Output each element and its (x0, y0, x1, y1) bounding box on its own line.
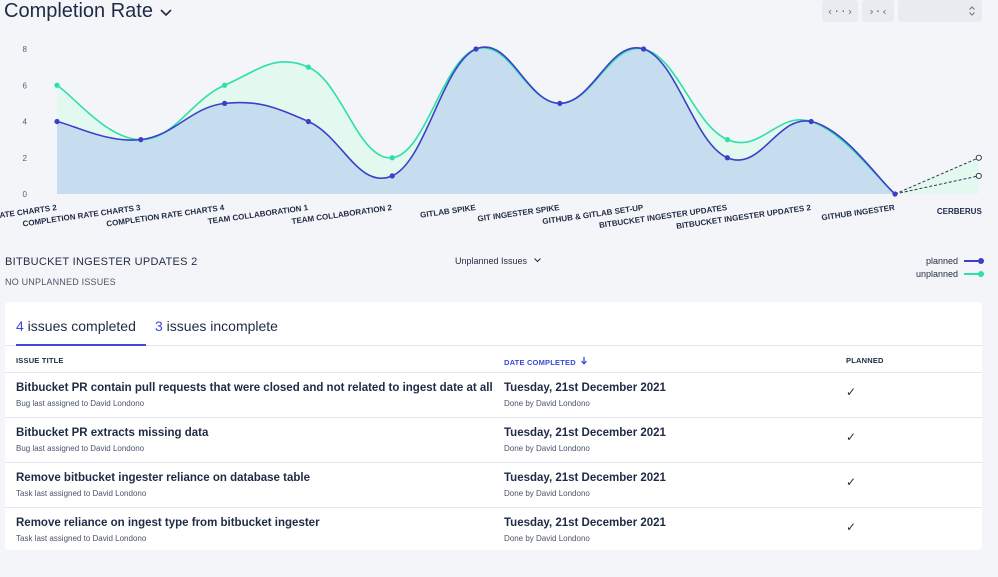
done-by: Done by David Londono (504, 489, 590, 498)
zoom-out-button[interactable]: ›·‹ (862, 0, 894, 22)
data-point-planned (54, 118, 60, 125)
issue-subtitle: Task last assigned to David Londono (16, 489, 147, 498)
done-by: Done by David Londono (504, 444, 590, 453)
unplanned-issues-label: Unplanned Issues (455, 256, 528, 266)
data-point-unplanned (975, 154, 982, 161)
selected-sprint-name: BITBUCKET INGESTER UPDATES 2 (5, 256, 198, 268)
data-point-planned (892, 191, 898, 197)
chevron-down-icon (533, 258, 541, 263)
series-line-planned (56, 46, 896, 195)
issue-subtitle: Bug last assigned to David Londono (16, 444, 145, 453)
data-point-planned (557, 100, 563, 106)
chevron-down-icon[interactable] (158, 6, 174, 20)
col-header-issue-title: ISSUE TITLE (16, 356, 64, 365)
data-point-planned (975, 172, 982, 179)
data-point-planned (222, 100, 228, 106)
zoom-in-button[interactable]: ‹··› (822, 0, 858, 22)
completed-label: issues completed (23, 318, 136, 334)
arrow-down-icon (581, 357, 588, 365)
header: Completion Rate ‹··› ›·‹ (0, 0, 998, 30)
data-point-planned (724, 155, 731, 161)
data-point-planned (473, 46, 479, 52)
col-header-date-label: DATE COMPLETED (504, 358, 576, 367)
y-tick-label: 4 (23, 118, 28, 127)
data-point-planned (138, 137, 144, 143)
projection-line-planned (894, 175, 979, 195)
check-icon: ✓ (846, 430, 857, 444)
issue-subtitle: Task last assigned to David Londono (16, 534, 147, 543)
issue-title[interactable]: Bitbucket PR contain pull requests that … (16, 382, 493, 394)
date-completed: Tuesday, 21st December 2021 (504, 427, 666, 439)
planned-area (57, 46, 895, 195)
date-completed: Tuesday, 21st December 2021 (504, 472, 666, 484)
data-point-planned (641, 46, 647, 52)
completed-count: 4 (16, 318, 24, 334)
check-icon: ✓ (846, 520, 857, 534)
y-tick-label: 6 (23, 81, 28, 90)
legend-unplanned: unplanned (915, 269, 984, 279)
issue-title[interactable]: Bitbucket PR extracts missing data (16, 427, 209, 439)
col-header-date-completed[interactable]: DATE COMPLETED (504, 356, 588, 367)
data-point-unplanned (222, 82, 228, 88)
date-completed: Tuesday, 21st December 2021 (504, 517, 666, 529)
legend-planned: planned (925, 256, 984, 266)
incomplete-count: 3 (155, 318, 163, 334)
unplanned-issues-dropdown[interactable]: Unplanned Issues (455, 256, 542, 266)
data-point-unplanned (724, 137, 731, 143)
tab-issues-completed[interactable]: 4 issues completed (16, 318, 146, 346)
tab-issues-incomplete[interactable]: 3 issues incomplete (155, 318, 278, 334)
legend-unplanned-swatch (964, 271, 984, 277)
issue-subtitle: Bug last assigned to David Londono (16, 399, 145, 408)
table-row[interactable]: Remove reliance on ingest type from bitb… (5, 507, 982, 552)
incomplete-label: issues incomplete (162, 318, 278, 334)
table-row[interactable]: Bitbucket PR extracts missing data Bug l… (5, 417, 982, 462)
data-point-unplanned (305, 64, 311, 70)
data-point-unplanned (389, 155, 395, 161)
legend-planned-label: planned (925, 256, 958, 266)
col-header-planned: PLANNED (846, 356, 884, 365)
legend-unplanned-label: unplanned (915, 269, 958, 279)
data-point-planned (808, 118, 814, 125)
check-icon: ✓ (846, 385, 857, 399)
x-tick-label: GITHUB INGESTER (821, 203, 896, 222)
issues-card: 4 issues completed 3 issues incomplete I… (5, 302, 982, 550)
data-point-planned (389, 173, 395, 179)
table-row[interactable]: Remove bitbucket ingester reliance on da… (5, 462, 982, 507)
issue-table-body: Bitbucket PR contain pull requests that … (5, 372, 982, 552)
issue-title[interactable]: Remove bitbucket ingester reliance on da… (16, 472, 310, 484)
sort-arrows-icon (969, 6, 975, 16)
done-by: Done by David Londono (504, 399, 590, 408)
date-completed: Tuesday, 21st December 2021 (504, 382, 666, 394)
done-by: Done by David Londono (504, 534, 590, 543)
issue-tabs: 4 issues completed 3 issues incomplete (5, 302, 982, 346)
y-tick-label: 0 (23, 190, 28, 199)
x-tick-label: GITLAB SPIKE (420, 203, 477, 220)
data-point-planned (305, 118, 311, 125)
empty-message: NO UNPLANNED ISSUES (5, 277, 116, 287)
y-tick-label: 8 (23, 45, 28, 54)
legend-planned-swatch (964, 258, 984, 264)
check-icon: ✓ (846, 475, 857, 489)
range-select[interactable] (898, 0, 982, 22)
table-row[interactable]: Bitbucket PR contain pull requests that … (5, 372, 982, 417)
issue-title[interactable]: Remove reliance on ingest type from bitb… (16, 517, 320, 529)
y-tick-label: 2 (23, 154, 28, 163)
data-point-unplanned (54, 82, 60, 88)
projection-line-unplanned (894, 157, 979, 195)
page-title[interactable]: Completion Rate (4, 0, 153, 22)
x-tick-label: CERBERUS (937, 207, 983, 216)
completion-rate-chart[interactable]: 02468COMPLETION RATE CHARTS 2COMPLETION … (0, 30, 998, 240)
